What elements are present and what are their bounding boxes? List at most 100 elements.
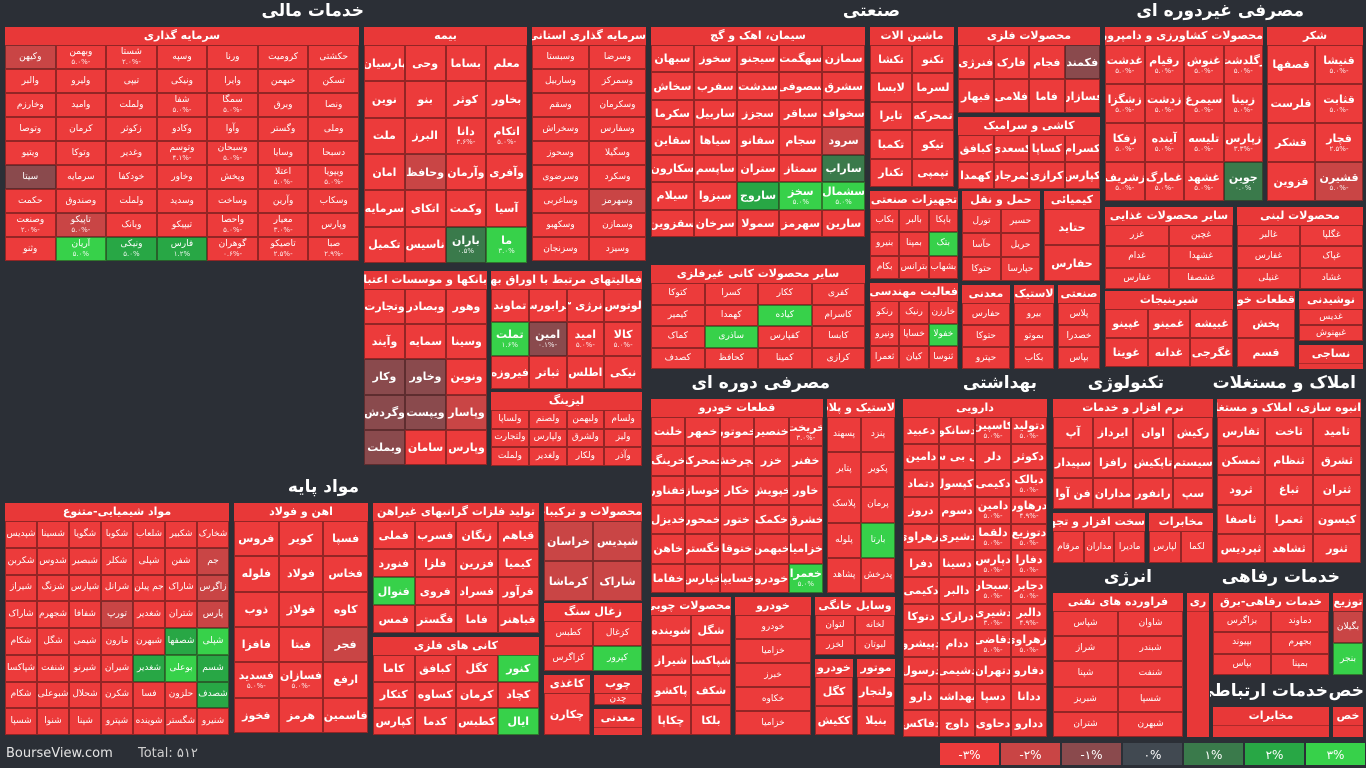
- stock-cell[interactable]: زکوثر: [106, 117, 157, 141]
- stock-cell[interactable]: سخاش: [651, 72, 694, 100]
- stock-cell[interactable]: امان: [364, 154, 405, 191]
- stock-cell[interactable]: شپلی: [197, 628, 229, 655]
- industry-group[interactable]: چوب چدن: [593, 674, 643, 706]
- stock-cell[interactable]: حتاید: [1044, 209, 1100, 245]
- industry-group-title[interactable]: دارویی: [903, 399, 1047, 418]
- stock-cell[interactable]: وساربیل: [532, 69, 589, 93]
- industry-group-title[interactable]: ری: [1187, 593, 1209, 612]
- stock-cell[interactable]: دسبحان-۵.۰%: [975, 577, 1011, 604]
- stock-cell[interactable]: ثمسکن: [1217, 446, 1265, 476]
- stock-cell[interactable]: فسرب: [414, 521, 456, 549]
- stock-cell[interactable]: جم: [197, 547, 229, 575]
- stock-cell[interactable]: دبالک -۵.۰%: [1011, 470, 1047, 497]
- stock-cell[interactable]: بنجر: [1333, 643, 1363, 675]
- stock-cell[interactable]: شاراک: [593, 561, 642, 601]
- stock-cell[interactable]: پنزد: [861, 417, 895, 453]
- stock-cell[interactable]: دتوزیع -۵.۰%: [1011, 523, 1047, 551]
- stock-cell[interactable]: ککار: [758, 283, 812, 305]
- stock-cell[interactable]: شغدیر: [133, 654, 165, 682]
- stock-cell[interactable]: سیلام: [651, 182, 694, 210]
- stock-cell[interactable]: وایرا: [207, 69, 258, 93]
- stock-cell[interactable]: کتکار: [373, 681, 415, 709]
- stock-cell[interactable]: فروس: [234, 521, 279, 557]
- stock-cell[interactable]: غدیس: [1299, 309, 1363, 325]
- stock-cell[interactable]: کماک: [651, 326, 705, 348]
- stock-cell[interactable]: وآذر: [604, 447, 642, 466]
- stock-cell[interactable]: غویتا: [1105, 338, 1148, 367]
- stock-cell[interactable]: دفارو: [1011, 657, 1047, 684]
- stock-cell[interactable]: ثرود: [1217, 475, 1265, 505]
- stock-cell[interactable]: امین -۰.۱%: [528, 322, 567, 356]
- industry-group-title[interactable]: سرمایه گذاری: [5, 27, 359, 46]
- brand-label[interactable]: BourseView.com: [6, 746, 113, 761]
- stock-cell[interactable]: سپیدار: [1053, 447, 1093, 479]
- stock-cell[interactable]: غبهنوش: [1299, 325, 1363, 341]
- industry-group[interactable]: لاستیک بیرو بموتو بکاب: [1013, 284, 1055, 370]
- stock-cell[interactable]: سشمال ۵.۰%: [822, 182, 865, 210]
- stock-cell[interactable]: باپکا: [928, 209, 958, 233]
- stock-cell[interactable]: کزغال: [593, 621, 642, 646]
- stock-cell[interactable]: خفولا: [928, 323, 958, 347]
- stock-cell[interactable]: غشهدا: [1169, 246, 1233, 268]
- stock-cell[interactable]: کرازی: [811, 347, 865, 369]
- industry-group[interactable]: خدمات رفاهی-برق دماوند بزاگرس بجهرم بپیوند بم…: [1212, 592, 1330, 676]
- stock-cell[interactable]: دتماد: [903, 470, 939, 497]
- stock-cell[interactable]: تایرا: [870, 101, 912, 131]
- industry-group-title[interactable]: محصولات و ترکیبات نیتروژن: [544, 503, 642, 522]
- stock-cell[interactable]: حفارس: [962, 303, 1010, 325]
- stock-cell[interactable]: غدانه: [1147, 338, 1191, 367]
- stock-cell[interactable]: کسرام: [1064, 135, 1100, 162]
- stock-cell[interactable]: غمارگ -۵.۰%: [1144, 162, 1184, 201]
- stock-cell[interactable]: خمحرکه: [685, 446, 720, 476]
- stock-cell[interactable]: دتولید -۵.۰%: [1011, 417, 1047, 444]
- stock-cell[interactable]: سخوز: [693, 45, 737, 73]
- stock-cell[interactable]: کسعدی: [993, 135, 1029, 162]
- stock-cell[interactable]: پدرخش: [861, 557, 895, 593]
- stock-cell[interactable]: کدما: [414, 708, 456, 735]
- stock-cell[interactable]: شلعاب: [133, 521, 165, 548]
- stock-cell[interactable]: سمازن: [822, 45, 865, 73]
- stock-cell[interactable]: شبصیر: [69, 547, 101, 575]
- stock-cell[interactable]: سشرق: [822, 72, 865, 100]
- stock-cell[interactable]: شکرن: [101, 681, 133, 709]
- stock-cell[interactable]: غنوش -۵.۰%: [1184, 45, 1224, 84]
- stock-cell[interactable]: وبانک: [106, 213, 157, 237]
- stock-cell[interactable]: وآرمان: [445, 154, 487, 191]
- stock-cell[interactable]: زشگزا -۵.۰%: [1105, 84, 1145, 123]
- industry-group[interactable]: سایر محصولات کانی غیرفلزی کفری ککار کسرا کتو…: [650, 264, 866, 370]
- stock-cell[interactable]: دامین: [903, 443, 939, 471]
- industry-group[interactable]: فعالیت مهندسی خارزن رنیک رنکو خفولا خساپا ونیر…: [869, 282, 959, 370]
- stock-cell[interactable]: قچار -۲.۵%: [1315, 123, 1363, 162]
- stock-cell[interactable]: شوینده: [133, 708, 165, 735]
- legend-item[interactable]: ۱%: [1183, 742, 1244, 766]
- stock-cell[interactable]: وسحوز: [532, 141, 589, 165]
- stock-cell[interactable]: کپارس: [1064, 162, 1100, 189]
- industry-group[interactable]: شیرینیجات غبیشه غمینو غپینو غگرجی غدانه غویتا: [1104, 290, 1234, 368]
- stock-cell[interactable]: خفناور: [651, 475, 686, 505]
- stock-cell[interactable]: اتکای: [404, 190, 446, 227]
- stock-cell[interactable]: سمتاز: [779, 154, 823, 183]
- stock-cell[interactable]: شاوان: [1118, 611, 1183, 637]
- stock-cell[interactable]: اتکام -۵.۰%: [486, 117, 527, 154]
- stock-cell[interactable]: خصدرا: [1058, 325, 1100, 347]
- stock-cell[interactable]: وگردش: [364, 394, 405, 430]
- stock-cell[interactable]: دشیری: [939, 523, 975, 551]
- stock-cell[interactable]: شرانل: [101, 574, 133, 602]
- stock-cell[interactable]: آسیا: [486, 190, 527, 227]
- stock-cell[interactable]: وسزنجان: [532, 237, 589, 261]
- stock-cell[interactable]: خاهن: [651, 534, 686, 564]
- stock-cell[interactable]: فاما: [456, 605, 498, 633]
- stock-cell[interactable]: ونصا: [308, 93, 359, 117]
- stock-cell[interactable]: خوساز: [685, 475, 720, 505]
- stock-cell[interactable]: فمس: [373, 605, 415, 633]
- stock-cell[interactable]: لبوتان: [855, 635, 895, 655]
- stock-cell[interactable]: پارس: [197, 601, 229, 628]
- stock-cell[interactable]: ونیکی ۵.۰%: [106, 237, 157, 261]
- industry-group[interactable]: داروییدتولید-۵.۰%کاسپین-۵.۰%دسانکودعبیدد…: [902, 398, 1048, 738]
- stock-cell[interactable]: مرقام: [1053, 531, 1084, 563]
- stock-cell[interactable]: سرمایه: [55, 165, 107, 189]
- stock-cell[interactable]: سباقر: [779, 99, 823, 128]
- stock-cell[interactable]: بشهاب: [928, 255, 958, 279]
- industry-group-title[interactable]: سیمان، اهک و گچ: [651, 27, 865, 46]
- stock-cell[interactable]: کرازی: [1029, 162, 1065, 189]
